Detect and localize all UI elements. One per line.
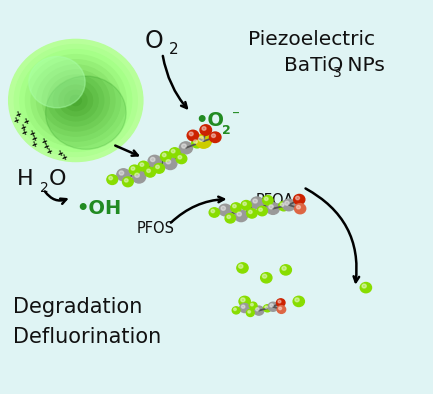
Circle shape bbox=[194, 140, 197, 143]
Circle shape bbox=[282, 266, 286, 270]
Circle shape bbox=[48, 75, 104, 126]
Circle shape bbox=[259, 208, 262, 211]
Circle shape bbox=[225, 214, 236, 223]
Circle shape bbox=[65, 90, 87, 111]
Circle shape bbox=[268, 302, 278, 311]
Circle shape bbox=[267, 203, 279, 214]
Circle shape bbox=[265, 306, 268, 309]
Circle shape bbox=[192, 138, 203, 148]
Text: +: + bbox=[28, 128, 36, 139]
Text: •O: •O bbox=[195, 111, 224, 130]
Circle shape bbox=[246, 309, 254, 316]
Circle shape bbox=[261, 273, 272, 283]
Circle shape bbox=[254, 306, 264, 315]
Circle shape bbox=[117, 169, 130, 181]
Circle shape bbox=[251, 197, 263, 208]
Text: NPs: NPs bbox=[341, 56, 385, 74]
Circle shape bbox=[135, 173, 139, 177]
Circle shape bbox=[251, 303, 253, 306]
Circle shape bbox=[294, 204, 306, 214]
Circle shape bbox=[248, 310, 251, 313]
Text: ⁻: ⁻ bbox=[232, 109, 239, 124]
Circle shape bbox=[234, 308, 236, 310]
Circle shape bbox=[278, 300, 281, 303]
Circle shape bbox=[235, 210, 248, 221]
Text: +: + bbox=[20, 128, 29, 138]
Circle shape bbox=[131, 167, 135, 170]
Circle shape bbox=[210, 132, 221, 143]
Circle shape bbox=[281, 203, 284, 206]
Circle shape bbox=[26, 55, 126, 146]
Circle shape bbox=[119, 171, 124, 175]
Circle shape bbox=[59, 85, 93, 116]
Text: Piezoelectric: Piezoelectric bbox=[248, 30, 375, 49]
Circle shape bbox=[233, 204, 236, 208]
Text: +: + bbox=[60, 152, 69, 163]
Circle shape bbox=[9, 39, 143, 162]
Circle shape bbox=[237, 212, 242, 216]
Circle shape bbox=[211, 134, 216, 138]
Circle shape bbox=[199, 136, 204, 141]
Circle shape bbox=[249, 210, 252, 214]
Text: •OH: •OH bbox=[76, 199, 121, 218]
Circle shape bbox=[31, 60, 120, 141]
Circle shape bbox=[107, 175, 118, 184]
Text: +: + bbox=[21, 116, 30, 127]
Circle shape bbox=[37, 65, 115, 136]
Circle shape bbox=[253, 199, 257, 203]
Circle shape bbox=[294, 194, 305, 204]
Circle shape bbox=[109, 177, 113, 180]
Circle shape bbox=[240, 303, 249, 312]
Text: PFOA: PFOA bbox=[256, 193, 294, 208]
Text: H: H bbox=[17, 169, 34, 189]
Circle shape bbox=[247, 209, 257, 218]
Circle shape bbox=[297, 205, 301, 209]
Circle shape bbox=[202, 126, 206, 130]
Text: +: + bbox=[45, 147, 54, 157]
Circle shape bbox=[187, 130, 199, 141]
Circle shape bbox=[277, 299, 285, 307]
Circle shape bbox=[282, 199, 295, 211]
Circle shape bbox=[166, 160, 171, 164]
Circle shape bbox=[148, 155, 161, 167]
Text: +: + bbox=[30, 139, 39, 150]
Circle shape bbox=[14, 45, 137, 156]
Circle shape bbox=[231, 203, 241, 212]
Circle shape bbox=[285, 201, 289, 205]
Circle shape bbox=[196, 134, 211, 148]
Text: Degradation: Degradation bbox=[13, 297, 142, 317]
Text: +: + bbox=[56, 148, 65, 159]
Circle shape bbox=[145, 167, 155, 177]
Circle shape bbox=[178, 156, 182, 159]
Circle shape bbox=[209, 208, 220, 217]
Circle shape bbox=[124, 178, 128, 182]
Circle shape bbox=[239, 264, 243, 268]
Text: 2: 2 bbox=[169, 42, 178, 57]
Circle shape bbox=[255, 308, 259, 311]
Circle shape bbox=[241, 298, 245, 302]
Text: +: + bbox=[42, 142, 51, 152]
Text: Defluorination: Defluorination bbox=[13, 327, 161, 347]
Circle shape bbox=[296, 196, 300, 200]
Circle shape bbox=[179, 142, 193, 154]
Circle shape bbox=[154, 164, 165, 173]
Text: O: O bbox=[48, 169, 66, 189]
Circle shape bbox=[269, 205, 273, 209]
Circle shape bbox=[241, 201, 252, 210]
Circle shape bbox=[211, 210, 215, 213]
Circle shape bbox=[263, 195, 273, 205]
Text: +: + bbox=[29, 133, 39, 144]
Circle shape bbox=[123, 177, 133, 187]
Text: +: + bbox=[14, 109, 23, 120]
Circle shape bbox=[242, 305, 245, 308]
Text: O: O bbox=[145, 30, 164, 53]
Circle shape bbox=[140, 163, 144, 166]
Text: +: + bbox=[40, 136, 48, 147]
Circle shape bbox=[200, 125, 211, 135]
Circle shape bbox=[162, 153, 166, 157]
Circle shape bbox=[362, 284, 366, 288]
Circle shape bbox=[262, 274, 267, 278]
Text: ⁻: ⁻ bbox=[170, 148, 178, 163]
Circle shape bbox=[243, 202, 246, 205]
